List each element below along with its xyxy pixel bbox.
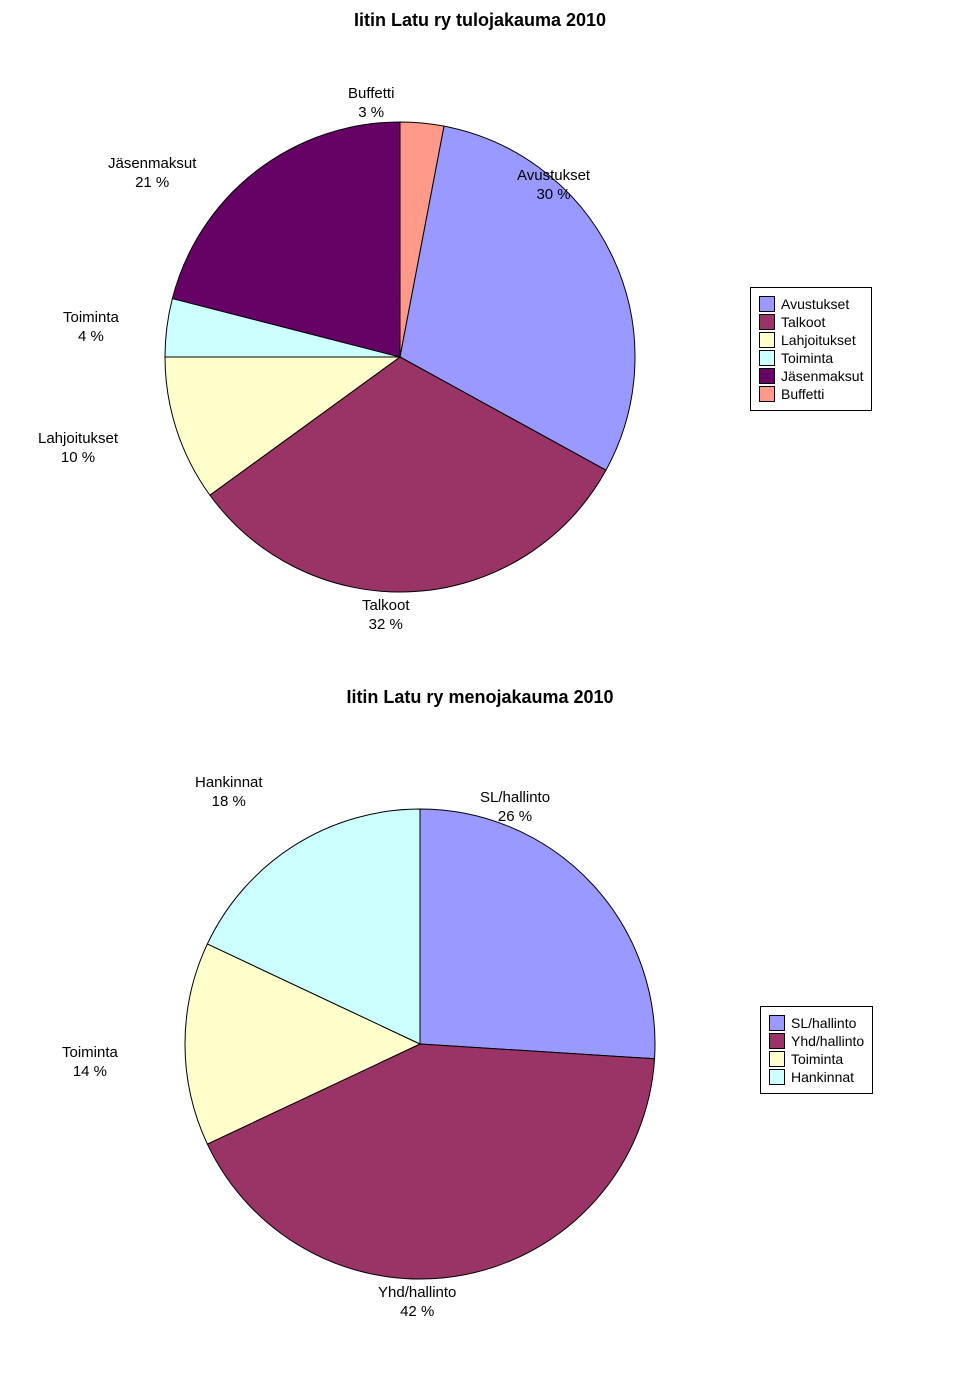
legend-swatch [759,296,775,312]
legend-label: Jäsenmaksut [781,368,863,384]
legend-swatch [769,1069,785,1085]
slice-label-yhd-hallinto: Yhd/hallinto 42 % [378,1284,456,1322]
legend-item: Talkoot [759,314,863,330]
legend-swatch [769,1051,785,1067]
legend-swatch [759,314,775,330]
legend-swatch [759,350,775,366]
slice-label-buffetti: Buffetti 3 % [348,85,394,123]
legend-label: Yhd/hallinto [791,1033,864,1049]
legend-item: Hankinnat [769,1069,864,1085]
slice-label-toiminta: Toiminta 4 % [63,309,119,347]
legend-item: Lahjoitukset [759,332,863,348]
legend-label: Buffetti [781,386,824,402]
legend-item: Toiminta [769,1051,864,1067]
slice-label-jasenmaksut: Jäsenmaksut 21 % [108,155,196,193]
legend-label: SL/hallinto [791,1015,856,1031]
legend-item: Avustukset [759,296,863,312]
income-legend: Avustukset Talkoot Lahjoitukset Toiminta Jäs… [750,287,872,411]
legend-item: SL/hallinto [769,1015,864,1031]
pie-slice [420,809,655,1059]
expense-pie-chart: Iitin Latu ry menojakauma 2010 SL/hallin… [0,677,960,1334]
slice-label-sl-hallinto: SL/hallinto 26 % [480,789,550,827]
legend-label: Toiminta [781,350,833,366]
legend-label: Hankinnat [791,1069,854,1085]
legend-label: Toiminta [791,1051,843,1067]
legend-swatch [759,368,775,384]
slice-label-avustukset: Avustukset 30 % [517,167,590,205]
legend-item: Toiminta [759,350,863,366]
legend-label: Talkoot [781,314,825,330]
slice-label-toiminta2: Toiminta 14 % [62,1044,118,1082]
legend-item: Yhd/hallinto [769,1033,864,1049]
legend-item: Buffetti [759,386,863,402]
slice-label-talkoot: Talkoot 32 % [362,597,410,635]
legend-swatch [769,1033,785,1049]
expense-legend: SL/hallinto Yhd/hallinto Toiminta Hankinnat [760,1006,873,1094]
legend-swatch [769,1015,785,1031]
slice-label-hankinnat: Hankinnat 18 % [195,774,263,812]
legend-swatch [759,386,775,402]
legend-label: Lahjoitukset [781,332,856,348]
legend-label: Avustukset [781,296,849,312]
income-chart-title: Iitin Latu ry tulojakauma 2010 [0,0,960,37]
legend-item: Jäsenmaksut [759,368,863,384]
income-pie-chart: Iitin Latu ry tulojakauma 2010 Buffetti … [0,0,960,657]
slice-label-lahjoitukset: Lahjoitukset 10 % [38,430,118,468]
legend-swatch [759,332,775,348]
expense-chart-title: Iitin Latu ry menojakauma 2010 [0,677,960,714]
